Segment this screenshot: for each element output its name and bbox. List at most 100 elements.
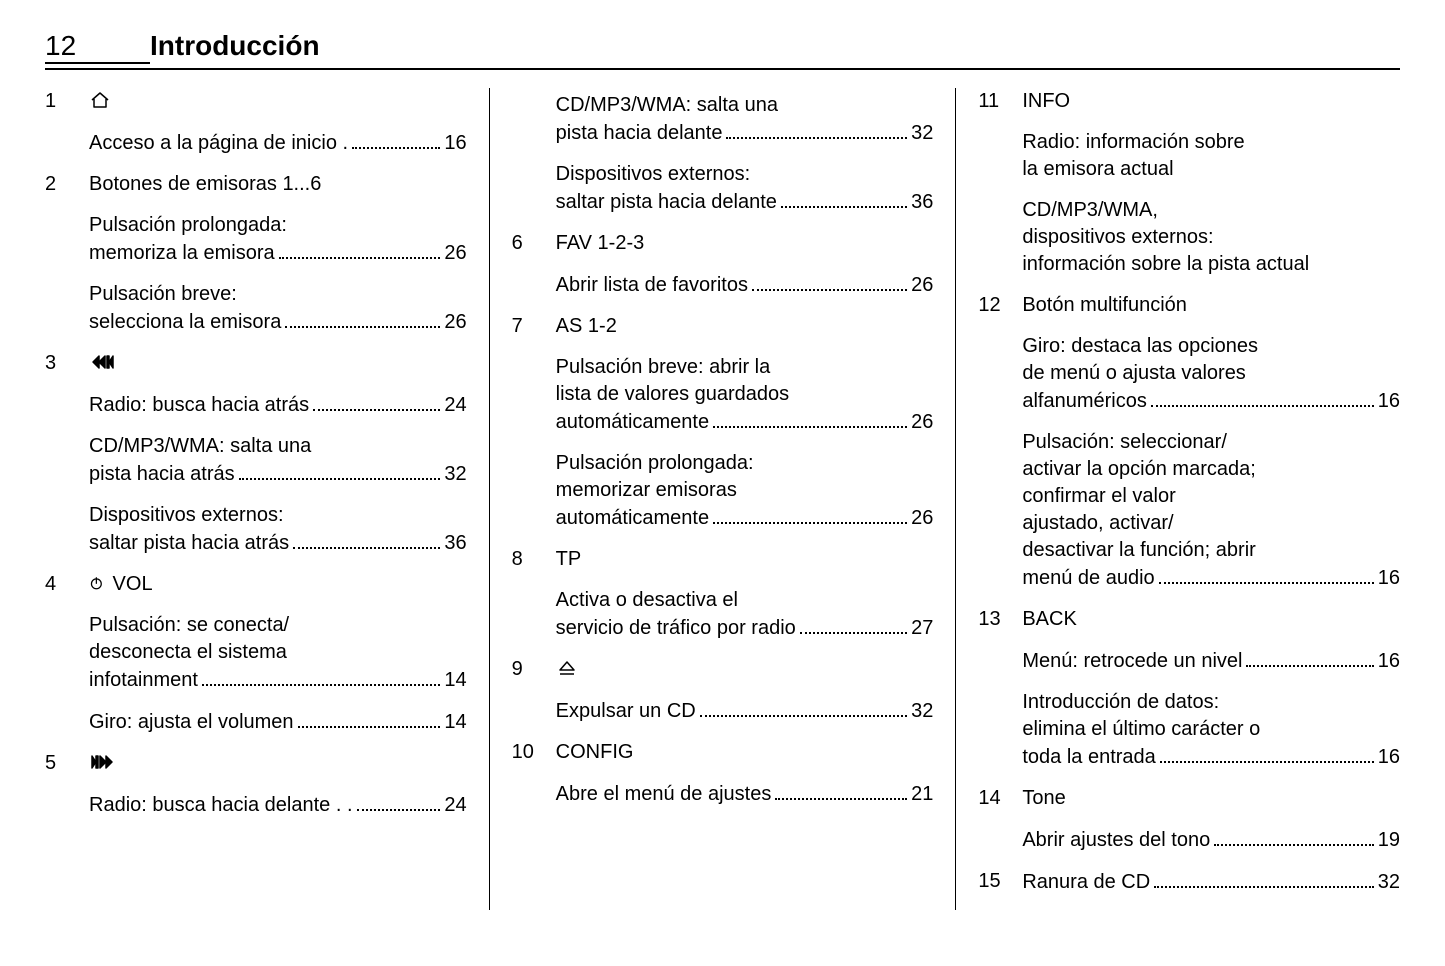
- description-text: Dispositivos externos:: [89, 502, 284, 529]
- description-text: Pulsación breve:: [89, 281, 237, 308]
- page-ref: 24: [444, 392, 466, 419]
- description-text: lista de valores guardados: [556, 381, 789, 408]
- description-text: selecciona la emisora: [89, 309, 281, 336]
- description-line: automáticamente26: [556, 408, 934, 436]
- description-text: Pulsación breve: abrir la: [556, 354, 771, 381]
- page-ref: 26: [444, 240, 466, 267]
- description-block: Abre el menú de ajustes21: [556, 780, 934, 808]
- page-ref: 16: [1378, 744, 1400, 771]
- page-ref: 19: [1378, 827, 1400, 854]
- content-columns: 1Acceso a la página de inicio .162Botone…: [45, 88, 1400, 910]
- page-ref: 16: [1378, 388, 1400, 415]
- entry-number: 11: [978, 88, 1022, 115]
- page-ref: 32: [1378, 869, 1400, 896]
- entry-label: Botón multifunción: [1022, 292, 1400, 319]
- description-text: dispositivos externos:: [1022, 224, 1213, 251]
- leader-dots: [298, 708, 441, 728]
- index-entry: 7AS 1-2: [512, 313, 934, 340]
- description-text: saltar pista hacia atrás: [89, 530, 289, 557]
- description-line: Pulsación prolongada:: [89, 212, 467, 239]
- index-entry: 2Botones de emisoras 1...6: [45, 171, 467, 198]
- description-block: Pulsación breve:selecciona la emisora 26: [89, 281, 467, 336]
- page-ref: 16: [444, 130, 466, 157]
- description-line: Acceso a la página de inicio .16: [89, 129, 467, 157]
- entry-label: [556, 656, 934, 683]
- page-ref: 16: [1378, 565, 1400, 592]
- description-text: Radio: busca hacia atrás: [89, 392, 309, 419]
- column-3: 11INFO Radio: información sobrela emisora…: [955, 88, 1400, 910]
- description-line: dispositivos externos:: [1022, 224, 1400, 251]
- description-line: Radio: información sobre: [1022, 129, 1400, 156]
- home-icon: [89, 91, 111, 109]
- description-text: Pulsación: seleccionar/: [1022, 429, 1227, 456]
- description-text: memorizar emisoras: [556, 477, 737, 504]
- description-block: Pulsación prolongada:memorizar emisorasa…: [556, 450, 934, 532]
- description-line: Abre el menú de ajustes21: [556, 780, 934, 808]
- leader-dots: [713, 408, 907, 428]
- description-text: saltar pista hacia delante: [556, 189, 777, 216]
- description-block: Pulsación breve: abrir lalista de valore…: [556, 354, 934, 436]
- entry-label: INFO: [1022, 88, 1400, 115]
- entry-label: VOL: [89, 571, 467, 598]
- leader-dots: [800, 614, 907, 634]
- description-text: menú de audio: [1022, 565, 1154, 592]
- leader-dots: [239, 460, 441, 480]
- description-text: Pulsación: se conecta/: [89, 612, 289, 639]
- description-block: Acceso a la página de inicio .16: [89, 129, 467, 157]
- description-line: toda la entrada16: [1022, 743, 1400, 771]
- description-block: Radio: busca hacia atrás 24: [89, 391, 467, 419]
- page-ref: 32: [911, 120, 933, 147]
- index-entry: 13BACK: [978, 606, 1400, 633]
- entry-label: [89, 350, 467, 377]
- page-ref: 14: [444, 667, 466, 694]
- description-line: confirmar el valor: [1022, 483, 1400, 510]
- description-line: pista hacia atrás32: [89, 460, 467, 488]
- description-block: Pulsación: se conecta/desconecta el sist…: [89, 612, 467, 694]
- leader-dots: [1160, 743, 1374, 763]
- leader-dots: [700, 697, 907, 717]
- description-line: Dispositivos externos:: [89, 502, 467, 529]
- description-text: activar la opción marcada;: [1022, 456, 1255, 483]
- description-line: Pulsación prolongada:: [556, 450, 934, 477]
- description-line: Dispositivos externos:: [556, 161, 934, 188]
- page-ref: 36: [444, 530, 466, 557]
- entry-number: 8: [512, 546, 556, 573]
- power-icon: [89, 574, 107, 592]
- leader-dots: [202, 666, 440, 686]
- page-title: Introducción: [150, 30, 320, 62]
- entry-number: 7: [512, 313, 556, 340]
- description-line: selecciona la emisora 26: [89, 308, 467, 336]
- description-line: Pulsación breve:: [89, 281, 467, 308]
- description-line: Giro: ajusta el volumen14: [89, 708, 467, 736]
- description-line: lista de valores guardados: [556, 381, 934, 408]
- entry-label: [89, 88, 467, 115]
- description-block: Radio: busca hacia delante . .24: [89, 791, 467, 819]
- description-block: Menú: retrocede un nivel16: [1022, 647, 1400, 675]
- description-text: ajustado, activar/: [1022, 510, 1173, 537]
- leader-dots: [1154, 868, 1374, 888]
- description-text: Abrir ajustes del tono: [1022, 827, 1210, 854]
- next-ff-icon: [89, 753, 117, 771]
- leader-dots: [1151, 387, 1374, 407]
- description-line: Abrir lista de favoritos26: [556, 271, 934, 299]
- page-ref: 21: [911, 781, 933, 808]
- entry-label: TP: [556, 546, 934, 573]
- description-line: Giro: destaca las opciones: [1022, 333, 1400, 360]
- entry-number: 9: [512, 656, 556, 683]
- column-2: CD/MP3/WMA: salta unapista hacia delante…: [489, 88, 956, 910]
- leader-dots: [1246, 647, 1373, 667]
- index-entry: 6FAV 1-2-3: [512, 230, 934, 257]
- entry-number: 14: [978, 785, 1022, 812]
- entry-label: CONFIG: [556, 739, 934, 766]
- description-line: Activa o desactiva el: [556, 587, 934, 614]
- description-text: servicio de tráfico por radio: [556, 615, 796, 642]
- description-block: Radio: información sobrela emisora actua…: [1022, 129, 1400, 183]
- index-entry: 12Botón multifunción: [978, 292, 1400, 319]
- entry-label-text: Ranura de CD: [1022, 869, 1150, 896]
- page-ref: 26: [444, 309, 466, 336]
- description-text: memoriza la emisora: [89, 240, 275, 267]
- description-line: Pulsación breve: abrir la: [556, 354, 934, 381]
- index-entry: 9: [512, 656, 934, 683]
- description-block: Giro: ajusta el volumen14: [89, 708, 467, 736]
- description-block: Introducción de datos:elimina el último …: [1022, 689, 1400, 771]
